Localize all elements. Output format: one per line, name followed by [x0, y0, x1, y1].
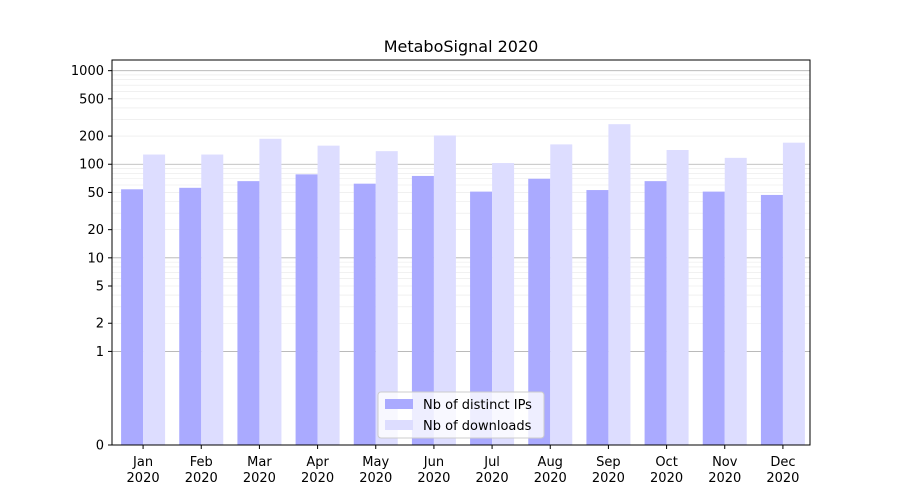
x-tick-label: 2020	[650, 471, 683, 486]
x-tick-label: 2020	[476, 471, 509, 486]
bar-downloads	[550, 144, 573, 445]
legend-swatch	[385, 420, 413, 430]
x-tick-label: 2020	[534, 471, 567, 486]
bar-downloads	[608, 124, 631, 445]
bar-downloads	[433, 135, 456, 445]
x-tick-label: Feb	[190, 455, 213, 470]
y-tick-label: 1	[96, 345, 104, 360]
bar-distinct-ips	[353, 183, 376, 445]
x-tick-label: Sep	[596, 455, 621, 470]
y-tick-label: 20	[87, 223, 104, 238]
x-tick-label: May	[362, 455, 389, 470]
bar-distinct-ips	[760, 194, 783, 445]
x-tick-label: 2020	[766, 471, 799, 486]
x-tick-label: 2020	[592, 471, 625, 486]
x-tick-label: Jun	[423, 455, 444, 470]
y-tick-label: 100	[79, 158, 104, 173]
x-tick-label: Oct	[655, 455, 677, 470]
legend-label: Nb of distinct IPs	[423, 398, 532, 413]
bar-distinct-ips	[121, 189, 144, 445]
y-tick-label: 5	[96, 280, 104, 295]
bar-downloads	[201, 154, 224, 445]
plot-area-frame	[111, 59, 811, 446]
y-tick-label: 0	[96, 439, 104, 454]
x-tick-label: 2020	[185, 471, 218, 486]
x-tick-label: Dec	[770, 455, 795, 470]
bar-distinct-ips	[586, 190, 609, 445]
bar-distinct-ips	[470, 191, 493, 445]
y-tick-label: 200	[79, 130, 104, 145]
chart-title: MetaboSignal 2020	[384, 37, 539, 56]
legend: Nb of distinct IPs Nb of downloads	[377, 391, 545, 439]
x-tick-label: Jan	[132, 455, 153, 470]
legend-swatch	[385, 399, 413, 409]
bar-downloads	[724, 157, 747, 446]
x-tick-label: 2020	[127, 471, 160, 486]
bars	[121, 124, 805, 446]
x-tick-label: Mar	[247, 455, 272, 470]
x-tick-label: Aug	[538, 455, 563, 470]
x-tick-label: 2020	[301, 471, 334, 486]
bar-distinct-ips	[411, 175, 434, 445]
legend-label: Nb of downloads	[423, 419, 532, 434]
bar-downloads	[666, 149, 689, 445]
bar-downloads	[782, 142, 805, 445]
bar-downloads	[375, 151, 398, 446]
legend-box	[377, 391, 545, 439]
bar-distinct-ips	[528, 178, 551, 446]
bar-distinct-ips	[295, 174, 318, 445]
y-axis: 0 1 2 5 10 20 50 100 200 500 1000	[71, 64, 112, 454]
x-tick-label: 2020	[359, 471, 392, 486]
x-tick-label: Nov	[712, 455, 738, 470]
bar-distinct-ips	[702, 191, 725, 445]
bar-downloads	[259, 138, 282, 445]
x-axis: Jan2020Feb2020Mar2020Apr2020May2020Jun20…	[127, 445, 799, 486]
y-tick-label: 10	[87, 251, 104, 266]
bar-distinct-ips	[644, 181, 667, 445]
x-tick-label: Jul	[483, 455, 500, 470]
y-tick-label: 2	[96, 317, 104, 332]
bar-distinct-ips	[237, 181, 260, 445]
y-tick-label: 50	[87, 186, 104, 201]
grid-lines	[112, 70, 810, 352]
x-tick-label: 2020	[417, 471, 450, 486]
y-tick-label: 1000	[71, 64, 104, 79]
x-tick-label: 2020	[243, 471, 276, 486]
bar-downloads	[317, 145, 340, 445]
y-tick-label: 500	[79, 92, 104, 107]
bar-downloads	[143, 154, 166, 445]
x-tick-label: Apr	[306, 455, 329, 470]
x-tick-label: 2020	[708, 471, 741, 486]
bar-downloads	[492, 163, 515, 445]
bar-distinct-ips	[179, 187, 202, 445]
